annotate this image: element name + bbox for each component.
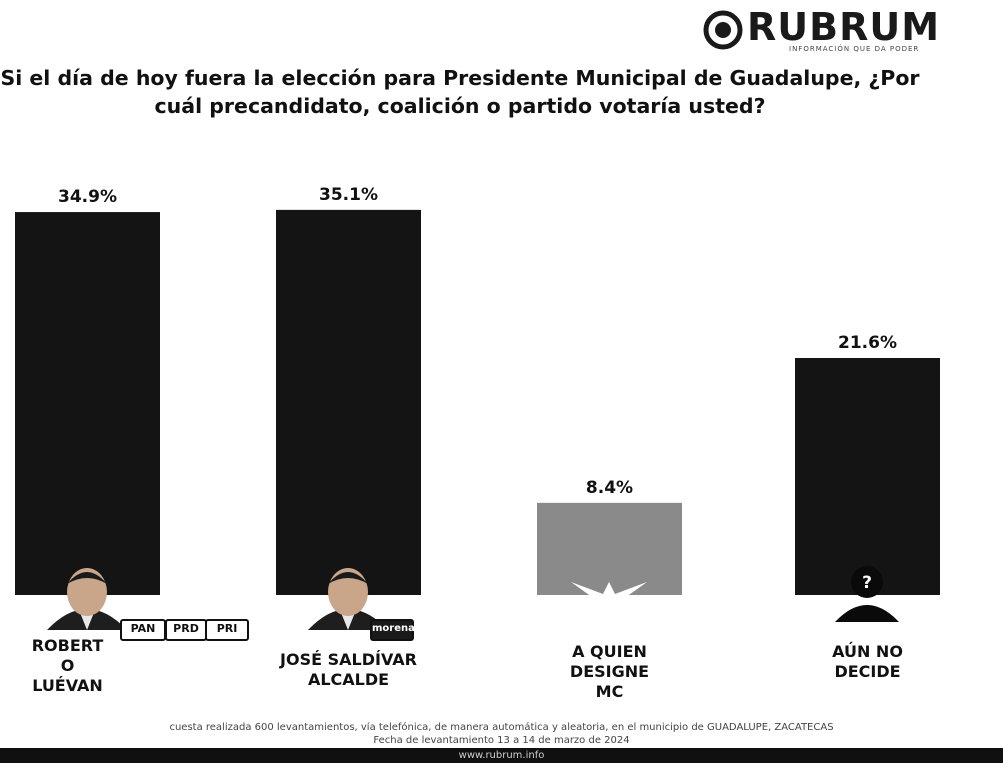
data-label-2: 35.1% bbox=[319, 185, 378, 205]
data-label-3: 8.4% bbox=[586, 478, 633, 498]
party-badge-pri: PRI bbox=[205, 619, 249, 641]
category-label-3: A QUIEN DESIGNE MC bbox=[569, 642, 650, 701]
bar-1 bbox=[15, 212, 160, 595]
candidate-face bbox=[67, 568, 107, 616]
movimiento-ciudadano-label: MOVIMIENTO CIUDADANO bbox=[577, 596, 641, 614]
survey-date-line: Fecha de levantamiento 13 a 14 de marzo … bbox=[373, 735, 630, 746]
data-label-4: 21.6% bbox=[838, 333, 897, 353]
question-mark: ? bbox=[862, 573, 872, 593]
brand-tagline: INFORMACIÓN QUE DA PODER bbox=[789, 45, 920, 53]
silhouette-body bbox=[835, 605, 899, 622]
brand-name: RUBRUM bbox=[747, 5, 941, 49]
movimiento-ciudadano-logo-icon bbox=[571, 582, 647, 610]
candidate-face bbox=[328, 568, 368, 616]
bar-3 bbox=[537, 502, 682, 595]
party-badge-morena: morena bbox=[370, 619, 415, 641]
chart-title: Si el día de hoy fuera la elección para … bbox=[0, 66, 920, 118]
candidate-hair bbox=[67, 572, 107, 584]
methodology-line-1: cuesta realizada 600 levantamientos, vía… bbox=[169, 722, 834, 733]
eagle-shape bbox=[571, 582, 647, 610]
candidate-photo-icon bbox=[308, 568, 388, 630]
data-label-1: 34.9% bbox=[58, 187, 117, 207]
silhouette-head bbox=[851, 566, 883, 598]
category-label-2: JOSÉ SALDÍVAR ALCALDE bbox=[280, 650, 417, 689]
candidate-hair bbox=[328, 572, 368, 584]
bar-4 bbox=[795, 358, 940, 595]
category-label-4: AÚN NO DECIDE bbox=[832, 642, 903, 681]
candidate-photo-icon bbox=[47, 568, 127, 630]
rubrum-logo: RUBRUM INFORMACIÓN QUE DA PODER bbox=[703, 5, 1001, 53]
party-badge-prd: PRD bbox=[165, 619, 207, 641]
bar-2 bbox=[276, 209, 421, 595]
party-badge-pan: PAN bbox=[120, 619, 166, 641]
methodology-note: cuesta realizada 600 levantamientos, vía… bbox=[0, 721, 1003, 747]
footer-bar bbox=[0, 748, 1003, 763]
category-label-1: ROBERT O LUÉVAN bbox=[31, 636, 104, 695]
unknown-person-icon: ? bbox=[835, 566, 899, 622]
rubrum-target-icon bbox=[703, 10, 743, 50]
footer-url: www.rubrum.info bbox=[458, 750, 545, 761]
